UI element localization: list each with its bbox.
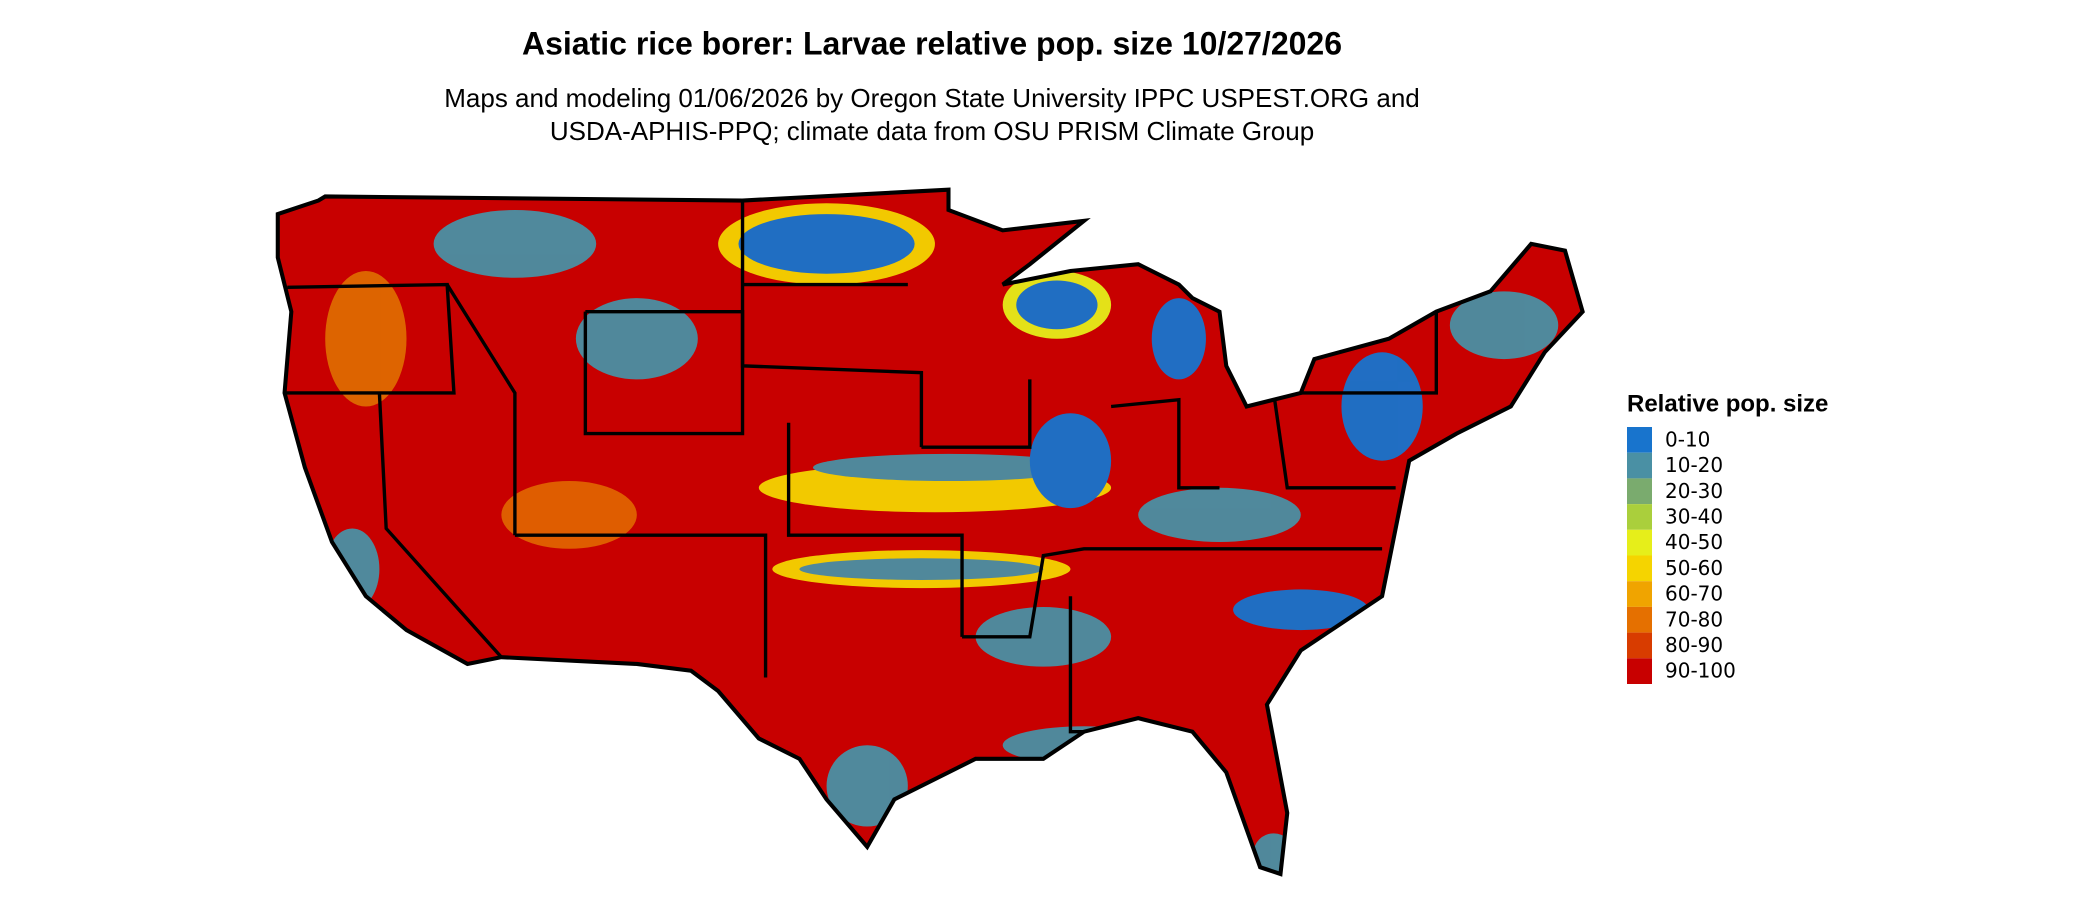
- legend-label: 10-20: [1665, 453, 1723, 477]
- legend-swatch: [1627, 427, 1652, 453]
- legend-label: 50-60: [1665, 556, 1723, 580]
- map: [271, 176, 1599, 892]
- legend-label: 30-40: [1665, 504, 1723, 528]
- legend-swatch: [1627, 632, 1652, 659]
- legend-label: 60-70: [1665, 582, 1723, 606]
- legend-label: 90-100: [1665, 659, 1736, 683]
- legend-label: 0-10: [1665, 427, 1710, 451]
- legend-label: 80-90: [1665, 633, 1723, 657]
- legend-label: 70-80: [1665, 607, 1723, 631]
- legend-swatch: [1627, 606, 1652, 633]
- legend-swatch: [1627, 504, 1652, 530]
- state-borders: [284, 200, 1438, 734]
- legend-swatch: [1627, 658, 1652, 684]
- legend-label: 40-50: [1665, 530, 1723, 554]
- legend-swatch: [1627, 581, 1652, 607]
- legend-swatch: [1627, 478, 1652, 505]
- legend-title: Relative pop. size: [1627, 390, 1828, 417]
- title: Asiatic rice borer: Larvae relative pop.…: [522, 25, 1342, 61]
- map-patches: [325, 203, 1559, 874]
- legend-swatch: [1627, 452, 1652, 479]
- legend: 0-1010-2020-3030-4040-5050-6060-7070-808…: [1627, 427, 1736, 684]
- legend-swatch: [1627, 555, 1652, 582]
- legend-swatch: [1627, 529, 1652, 556]
- legend-label: 20-30: [1665, 479, 1723, 503]
- subtitle: Maps and modeling 01/06/2026 by Oregon S…: [444, 83, 1420, 113]
- subtitle: USDA-APHIS-PPQ; climate data from OSU PR…: [550, 116, 1314, 146]
